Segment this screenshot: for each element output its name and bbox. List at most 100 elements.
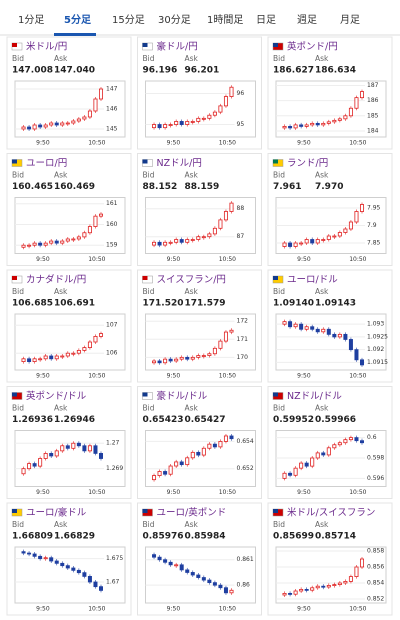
flag-mark (142, 509, 148, 513)
bid-value: 106.685 (12, 299, 53, 309)
candle (201, 447, 206, 456)
y-tick-label: 88 (237, 205, 245, 212)
x-tick-label: 10:50 (219, 256, 236, 263)
candle (348, 339, 353, 351)
pair-title[interactable]: ランド/円 (287, 158, 328, 169)
pair-title[interactable]: 英ポンド/ドル (26, 390, 87, 402)
candle (310, 122, 315, 126)
pair-title[interactable]: NZドル/ドル (287, 391, 342, 402)
flag-mark (12, 509, 17, 513)
candle (168, 561, 173, 566)
flag-mark (12, 392, 17, 397)
x-tick-label: 10:50 (349, 373, 366, 380)
candle (38, 458, 43, 467)
y-tick-label: 87 (237, 233, 245, 240)
pair-title[interactable]: ユーロ/豪ドル (26, 507, 87, 519)
candle (196, 574, 201, 578)
x-tick-label: 9:50 (167, 489, 181, 496)
tab[interactable]: 週足 (297, 14, 317, 26)
tab[interactable]: 15分足 (112, 14, 145, 26)
candle (223, 331, 228, 342)
candle (82, 116, 87, 120)
candle (282, 472, 287, 479)
chart-frame (14, 430, 126, 487)
x-tick-label: 9:50 (167, 606, 181, 613)
pair-title[interactable]: 豪ドル/ドル (157, 390, 208, 402)
pair-title[interactable]: 豪ドル/円 (157, 41, 198, 53)
candle (190, 121, 195, 123)
tab[interactable]: 5分足 (64, 13, 92, 26)
candle (82, 445, 87, 452)
candle (359, 204, 364, 212)
candle (207, 353, 212, 356)
candle (315, 239, 320, 244)
candle (21, 126, 26, 130)
candle (82, 572, 87, 577)
candle (54, 560, 59, 564)
candle (87, 445, 92, 452)
candle (332, 119, 337, 123)
bid-label: Bid (143, 287, 155, 296)
candle (354, 211, 359, 223)
candle (196, 355, 201, 358)
pair-title[interactable]: ユーロ/英ポンド (157, 507, 227, 519)
candle (201, 355, 206, 357)
x-tick-label: 9:50 (297, 489, 311, 496)
candle (71, 238, 76, 241)
flag-mark (142, 159, 148, 164)
candle (212, 111, 217, 116)
bid-value: 160.465 (12, 182, 53, 192)
candle (21, 468, 26, 475)
bid-label: Bid (273, 287, 285, 296)
candle (60, 122, 65, 126)
candle (282, 321, 287, 325)
y-tick-label: 160 (106, 221, 118, 228)
y-tick-label: 0.856 (367, 564, 384, 571)
tab[interactable]: 1分足 (18, 14, 44, 26)
y-tick-label: 1.269 (106, 465, 123, 472)
candle (71, 120, 76, 124)
candle (343, 333, 348, 340)
tab[interactable]: 日足 (256, 14, 276, 26)
ask-label: Ask (54, 54, 68, 63)
y-tick-label: 0.598 (367, 454, 384, 461)
flag-mark (12, 276, 17, 280)
pair-title[interactable]: 米ドル/円 (26, 41, 67, 53)
candle (27, 126, 32, 130)
ask-value: 106.691 (54, 299, 95, 309)
candle (196, 236, 201, 240)
candle (299, 589, 304, 592)
pair-title[interactable]: 英ポンド/円 (287, 41, 338, 53)
pair-title[interactable]: カナダドル/円 (26, 274, 86, 286)
tab[interactable]: 月足 (340, 14, 360, 26)
x-tick-label: 10:50 (219, 373, 236, 380)
y-tick-label: 1.67 (106, 579, 120, 586)
ask-label: Ask (315, 404, 329, 413)
ask-value: 1.26946 (54, 415, 95, 425)
tab[interactable]: 30分足 (158, 14, 191, 26)
pair-title[interactable]: ユーロ/円 (26, 158, 67, 169)
x-tick-label: 10:50 (349, 140, 366, 147)
candle (54, 122, 59, 126)
pair-title[interactable]: ユーロ/ドル (287, 275, 338, 286)
pair-title[interactable]: NZドル/円 (157, 158, 202, 169)
x-tick-label: 9:50 (167, 256, 181, 263)
candle (343, 581, 348, 584)
candle (293, 323, 298, 328)
candle (32, 124, 37, 130)
tab[interactable]: 1時間足 (207, 14, 243, 26)
candle (93, 335, 98, 343)
pair-title[interactable]: スイスフラン/円 (157, 275, 226, 286)
flag-mark (142, 43, 148, 47)
candle (201, 577, 206, 581)
candle (93, 581, 98, 588)
ask-value: 1.09143 (315, 299, 356, 309)
candle (76, 442, 81, 447)
candle (348, 437, 353, 441)
bid-value: 1.09140 (273, 299, 314, 309)
candle (304, 326, 309, 330)
pair-title[interactable]: 米ドル/スイスフラン (287, 507, 375, 519)
candle (163, 358, 168, 364)
candle (359, 91, 364, 99)
ask-label: Ask (315, 287, 329, 296)
